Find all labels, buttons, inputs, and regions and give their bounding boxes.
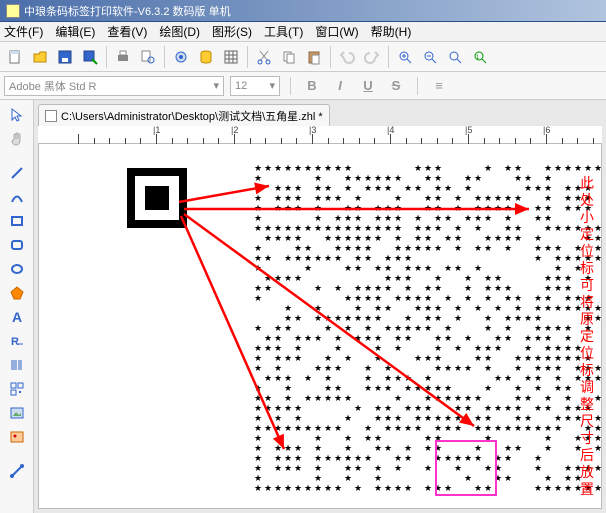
menu-draw[interactable]: 绘图(D) (159, 23, 200, 40)
font-size-value: 12 (235, 80, 247, 92)
title-bar: 中琅条码标签打印软件-V6.3.2 数码版 单机 (0, 0, 606, 22)
horizontal-ruler: |1|2|3|4|5|6 (38, 126, 602, 144)
print-button[interactable] (112, 46, 134, 68)
tool-polygon[interactable] (5, 282, 29, 304)
save-button[interactable] (54, 46, 76, 68)
app-icon (6, 4, 20, 18)
menu-shape[interactable]: 图形(S) (212, 23, 252, 40)
svg-text:A: A (12, 309, 22, 325)
tool-barcode[interactable] (5, 354, 29, 376)
tool-hand[interactable] (5, 128, 29, 150)
qr-finder-marker (127, 168, 187, 228)
italic-button[interactable]: I (329, 76, 351, 96)
preview-button[interactable] (137, 46, 159, 68)
settings-button[interactable] (170, 46, 192, 68)
tool-rect[interactable] (5, 210, 29, 232)
zoom-in-button[interactable] (394, 46, 416, 68)
copy-button[interactable] (278, 46, 300, 68)
zoom-out-button[interactable] (419, 46, 441, 68)
tool-qrcode[interactable] (5, 378, 29, 400)
tool-curve[interactable] (5, 186, 29, 208)
zoom-fit-button[interactable] (444, 46, 466, 68)
align-button[interactable]: ≡ (428, 76, 450, 96)
tool-line[interactable] (5, 162, 29, 184)
redo-button[interactable] (361, 46, 383, 68)
paste-button[interactable] (303, 46, 325, 68)
saveas-button[interactable] (79, 46, 101, 68)
svg-text:R: R (11, 336, 19, 348)
menu-help[interactable]: 帮助(H) (371, 23, 412, 40)
star-qr-pattern: ★★★★★★★★★★★★★★★★★★★★★★★★★★★★★★★★★★★★★★★★… (254, 164, 602, 494)
bold-button[interactable]: B (301, 76, 323, 96)
new-button[interactable] (4, 46, 26, 68)
database-button[interactable] (195, 46, 217, 68)
menu-tools[interactable]: 工具(T) (264, 23, 303, 40)
font-name-value: Adobe 黑体 Std R (9, 78, 96, 94)
annotation-box (435, 440, 497, 496)
underline-button[interactable]: U (357, 76, 379, 96)
tool-richtext[interactable]: R (5, 330, 29, 352)
font-name-combo[interactable]: Adobe 黑体 Std R▾ (4, 76, 224, 96)
tool-ellipse[interactable] (5, 258, 29, 280)
side-toolbox: A R (0, 100, 34, 513)
canvas[interactable]: ★★★★★★★★★★★★★★★★★★★★★★★★★★★★★★★★★★★★★★★★… (38, 144, 602, 509)
annotation-text: 此处小定位标可将原定位标调整尺寸后放置 (579, 175, 595, 498)
menu-window[interactable]: 窗口(W) (315, 23, 358, 40)
window-title: 中琅条码标签打印软件-V6.3.2 数码版 单机 (24, 3, 231, 19)
tool-roundrect[interactable] (5, 234, 29, 256)
strike-button[interactable]: S (385, 76, 407, 96)
menu-edit[interactable]: 编辑(E) (55, 23, 95, 40)
document-tab[interactable]: C:\Users\Administrator\Desktop\测试文档\五角星.… (38, 104, 330, 126)
document-area: C:\Users\Administrator\Desktop\测试文档\五角星.… (34, 100, 606, 513)
menu-view[interactable]: 查看(V) (107, 23, 147, 40)
tool-text[interactable]: A (5, 306, 29, 328)
doc-icon (45, 110, 57, 122)
zoom-100-button[interactable]: 1 (469, 46, 491, 68)
tool-path[interactable] (5, 460, 29, 482)
cut-button[interactable] (253, 46, 275, 68)
tool-insertimg[interactable] (5, 426, 29, 448)
grid-button[interactable] (220, 46, 242, 68)
menu-file[interactable]: 文件(F) (4, 23, 43, 40)
undo-button[interactable] (336, 46, 358, 68)
menu-bar: 文件(F) 编辑(E) 查看(V) 绘图(D) 图形(S) 工具(T) 窗口(W… (0, 22, 606, 42)
open-button[interactable] (29, 46, 51, 68)
font-size-combo[interactable]: 12▾ (230, 76, 280, 96)
main-area: A R C:\Users\Administrator\Desktop\测试文档\… (0, 100, 606, 513)
tool-pointer[interactable] (5, 104, 29, 126)
document-path: C:\Users\Administrator\Desktop\测试文档\五角星.… (61, 108, 323, 124)
font-toolbar: Adobe 黑体 Std R▾ 12▾ B I U S ≡ (0, 72, 606, 100)
page: ★★★★★★★★★★★★★★★★★★★★★★★★★★★★★★★★★★★★★★★★… (79, 154, 589, 509)
main-toolbar: 1 (0, 42, 606, 72)
tool-image[interactable] (5, 402, 29, 424)
